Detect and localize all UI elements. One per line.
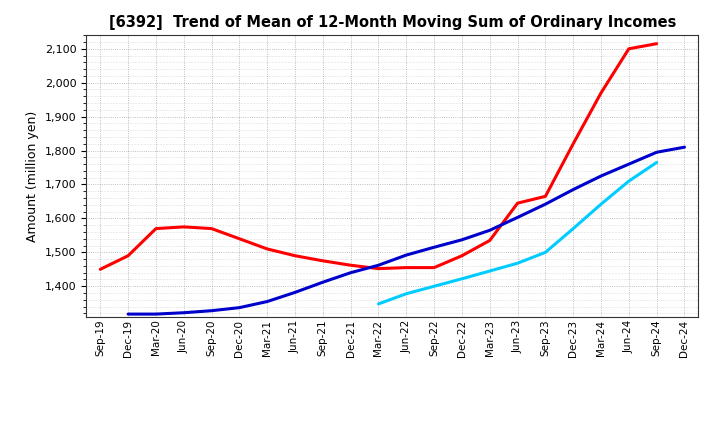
Legend: 3 Years, 5 Years, 7 Years, 10 Years: 3 Years, 5 Years, 7 Years, 10 Years (174, 434, 611, 440)
Title: [6392]  Trend of Mean of 12-Month Moving Sum of Ordinary Incomes: [6392] Trend of Mean of 12-Month Moving … (109, 15, 676, 30)
Y-axis label: Amount (million yen): Amount (million yen) (27, 110, 40, 242)
